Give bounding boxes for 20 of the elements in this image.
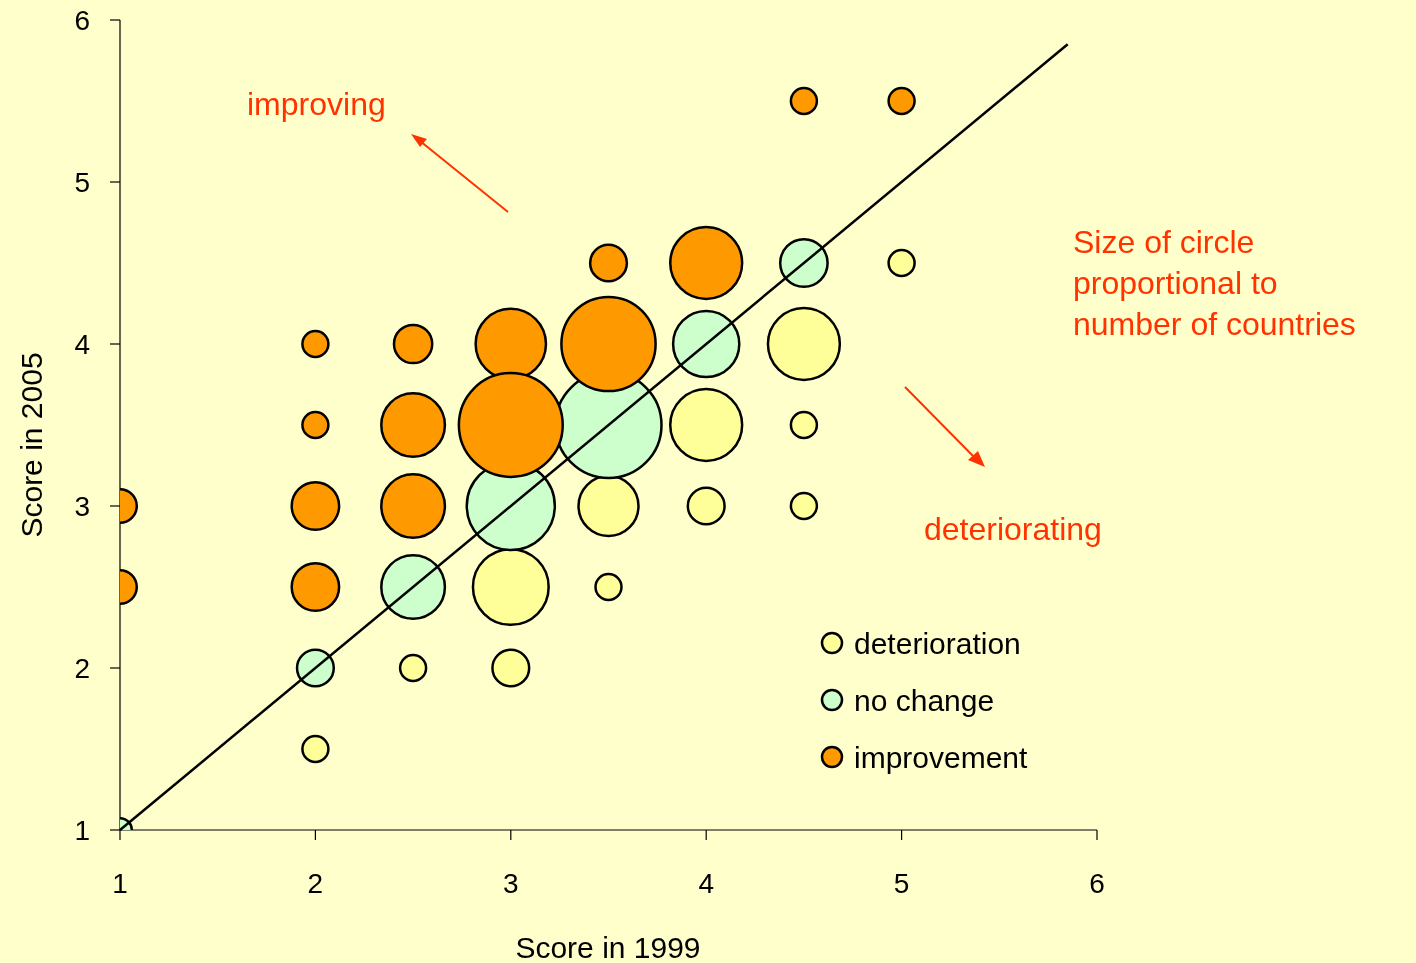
x-tick-label: 3 xyxy=(503,868,519,899)
y-tick-label: 6 xyxy=(74,4,90,36)
annotation: improving xyxy=(247,86,386,122)
y-tick-label: 4 xyxy=(74,328,90,360)
y-tick-label: 2 xyxy=(74,652,90,684)
x-tick-label: 6 xyxy=(1089,868,1105,899)
legend-label: improvement xyxy=(854,740,1029,774)
y-axis-title: Score in 2005 xyxy=(15,352,48,538)
x-tick-label: 5 xyxy=(893,868,910,899)
y-tick-label: 1 xyxy=(74,814,90,846)
annotation: deteriorating xyxy=(924,511,1102,547)
annotation: Size of circle proportional to number of countries xyxy=(1073,224,1356,342)
x-axis-title: Score in 1999 xyxy=(515,931,701,963)
y-tick-label: 3 xyxy=(74,490,90,522)
legend-label: no change xyxy=(854,683,995,717)
x-tick-label: 1 xyxy=(112,868,128,899)
x-tick-label: 2 xyxy=(307,868,324,899)
y-tick-label: 5 xyxy=(74,166,90,198)
legend-label: deterioration xyxy=(854,626,1021,660)
x-tick-label: 4 xyxy=(698,868,714,899)
